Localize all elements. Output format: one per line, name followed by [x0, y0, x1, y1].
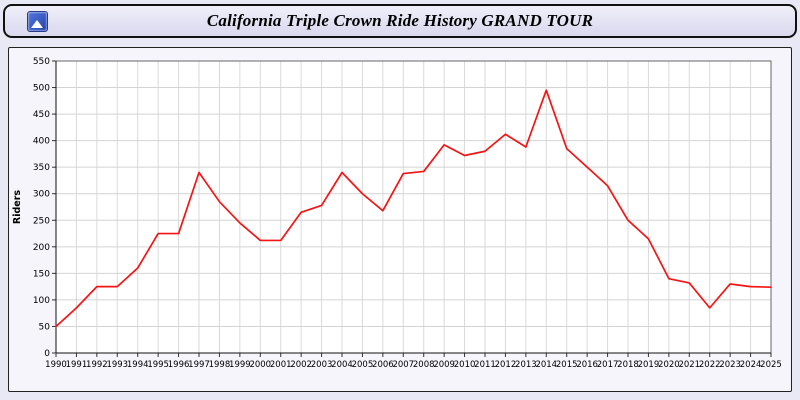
- svg-text:2022: 2022: [699, 360, 721, 370]
- svg-text:100: 100: [33, 296, 50, 306]
- svg-text:2004: 2004: [331, 360, 353, 370]
- svg-text:2015: 2015: [556, 360, 578, 370]
- svg-text:1990: 1990: [45, 360, 67, 370]
- svg-text:2011: 2011: [474, 360, 496, 370]
- svg-text:2001: 2001: [270, 360, 292, 370]
- logo-icon: [27, 11, 48, 32]
- svg-text:2017: 2017: [597, 360, 619, 370]
- svg-text:2024: 2024: [740, 360, 762, 370]
- svg-text:2014: 2014: [535, 360, 557, 370]
- svg-text:2020: 2020: [658, 360, 680, 370]
- svg-text:2018: 2018: [617, 360, 639, 370]
- svg-text:1992: 1992: [86, 360, 108, 370]
- svg-text:50: 50: [39, 322, 51, 332]
- svg-text:500: 500: [33, 84, 50, 94]
- svg-text:2013: 2013: [515, 360, 537, 370]
- svg-text:0: 0: [44, 349, 50, 359]
- page-title: California Triple Crown Ride History GRA…: [206, 11, 594, 30]
- svg-text:2006: 2006: [372, 360, 394, 370]
- svg-text:350: 350: [33, 163, 50, 173]
- svg-text:2025: 2025: [760, 360, 782, 370]
- chart-panel: 0 50 100 150 200 250 300 350 400 450 500 550 1990 199…: [8, 47, 792, 392]
- svg-text:2003: 2003: [311, 360, 333, 370]
- svg-text:Riders: Riders: [12, 190, 23, 225]
- svg-text:250: 250: [33, 216, 50, 226]
- svg-text:2019: 2019: [638, 360, 660, 370]
- svg-text:2002: 2002: [290, 360, 312, 370]
- svg-text:300: 300: [33, 190, 50, 200]
- svg-text:1994: 1994: [127, 360, 149, 370]
- svg-text:2008: 2008: [413, 360, 435, 370]
- title-bar: California Triple Crown Ride History GRA…: [3, 4, 797, 38]
- svg-text:1995: 1995: [147, 360, 169, 370]
- svg-text:2012: 2012: [495, 360, 517, 370]
- svg-text:1996: 1996: [168, 360, 190, 370]
- svg-text:200: 200: [33, 243, 50, 253]
- svg-text:2016: 2016: [576, 360, 598, 370]
- svg-text:1993: 1993: [106, 360, 128, 370]
- svg-text:150: 150: [33, 269, 50, 279]
- svg-text:1991: 1991: [66, 360, 88, 370]
- ride-history-line-chart: 0501001502002503003504004505005501990199…: [12, 57, 782, 370]
- svg-text:400: 400: [33, 137, 50, 147]
- svg-text:2010: 2010: [454, 360, 476, 370]
- svg-text:2005: 2005: [352, 360, 374, 370]
- svg-text:2023: 2023: [719, 360, 741, 370]
- svg-text:2021: 2021: [678, 360, 700, 370]
- svg-text:1997: 1997: [188, 360, 210, 370]
- svg-text:1999: 1999: [229, 360, 251, 370]
- svg-text:550: 550: [33, 57, 50, 67]
- svg-text:2007: 2007: [392, 360, 414, 370]
- svg-text:2009: 2009: [433, 360, 455, 370]
- svg-text:1998: 1998: [209, 360, 231, 370]
- svg-text:2000: 2000: [249, 360, 271, 370]
- svg-text:450: 450: [33, 110, 50, 120]
